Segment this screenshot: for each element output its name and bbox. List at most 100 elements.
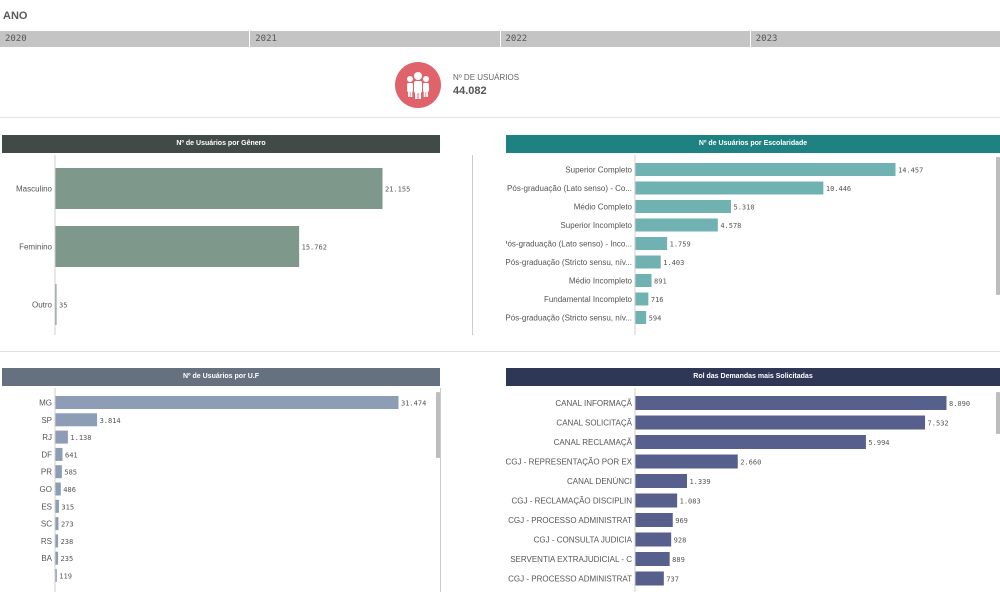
escolaridade-value-label: 10.446 (826, 185, 851, 193)
uf-value-label: 641 (65, 451, 78, 459)
uf-category-label: DF (41, 450, 52, 459)
uf-value-label: 119 (59, 573, 72, 581)
demandas-value-label: 1.083 (680, 498, 701, 506)
escolaridade-value-label: 5.310 (733, 204, 754, 212)
uf-category-label: MG (39, 399, 52, 408)
uf-category-label: RJ (42, 433, 52, 442)
demandas-category-label: SERVENTIA EXTRAJUDICIAL - C (510, 555, 632, 564)
demandas-value-label: 5.994 (868, 439, 889, 447)
genero-value-label: 21.155 (385, 186, 410, 194)
escolaridade-bar (635, 200, 731, 213)
escolaridade-bar (635, 311, 647, 324)
genero-category-label: Feminino (19, 243, 52, 252)
demandas-category-label: CANAL SOLICITAÇÃ (556, 419, 632, 428)
demandas-scrollbar[interactable] (996, 392, 1000, 434)
uf-bar (55, 482, 61, 496)
demandas-bar (635, 552, 670, 566)
genero-category-label: Outro (32, 301, 53, 310)
escolaridade-category-label: Pós-graduação (Lato senso) - Co... (507, 184, 632, 193)
uf-value-label: 238 (61, 538, 74, 546)
uf-category-label: PR (41, 468, 52, 477)
escolaridade-bar (635, 218, 718, 232)
year-option-2022[interactable]: 2022 (500, 31, 751, 47)
demandas-value-label: 737 (666, 576, 679, 584)
escolaridade-value-label: 14.457 (898, 167, 923, 175)
uf-bar (55, 465, 62, 479)
uf-value-label: 315 (61, 503, 74, 511)
uf-bar (55, 396, 399, 409)
uf-chart-title: Nº de Usuários por U.F (2, 368, 440, 386)
demandas-category-label: CGJ - RECLAMAÇÃO DISCIPLIN (512, 497, 633, 506)
demandas-bar (635, 474, 687, 488)
escolaridade-bar-chart: Superior Completo 14.457 Pós-graduação (La… (506, 155, 923, 335)
section-divider (0, 117, 1000, 118)
section-divider (0, 351, 1000, 352)
uf-bar (55, 534, 59, 548)
demandas-bar (635, 435, 866, 449)
escolaridade-value-label: 1.403 (663, 259, 684, 267)
demandas-bar (635, 396, 947, 410)
uf-bar (55, 447, 63, 461)
escolaridade-category-label: Médio Completo (574, 203, 633, 212)
demandas-value-label: 2.660 (740, 459, 761, 467)
demandas-category-label: CGJ - PROCESSO ADMINISTRAT (508, 575, 632, 584)
uf-bar (55, 413, 98, 427)
users-icon-graphic (407, 72, 429, 99)
users-icon (395, 62, 441, 108)
uf-category-label: RS (41, 537, 52, 546)
demandas-bar (635, 532, 672, 547)
escolaridade-bar (635, 292, 649, 306)
year-filter[interactable]: 2020 2021 2022 2023 (0, 31, 1000, 47)
uf-value-label: 585 (64, 469, 77, 477)
uf-category-label: BA (41, 554, 52, 563)
demandas-category-label: CGJ - PROCESSO ADMINISTRAT (508, 516, 632, 525)
demandas-category-label: CANAL DENÚNCI (567, 477, 632, 486)
panel-divider (440, 388, 441, 592)
uf-bar (55, 551, 59, 565)
kpi-value: 44.082 (453, 85, 487, 97)
escolaridade-category-label: Superior Incompleto (560, 221, 632, 230)
demandas-value-label: 969 (675, 517, 688, 525)
demandas-value-label: 1.339 (689, 478, 710, 486)
genero-bar (55, 284, 57, 325)
uf-bar-chart: MG 31.474 SP 3.814 RJ 1.138 DF 641 PR 585 GO 486 ES 3… (39, 388, 426, 592)
escolaridade-value-label: 4.578 (720, 222, 741, 230)
escolaridade-category-label: Pós-graduação (Lato senso) - Inco... (506, 240, 632, 249)
demandas-bar (635, 493, 678, 508)
demandas-value-label: 8.090 (949, 400, 970, 408)
genero-chart-title: Nº de Usuários por Gênero (2, 135, 440, 153)
escolaridade-scrollbar[interactable] (996, 157, 1000, 295)
escolaridade-bar (635, 181, 824, 195)
uf-bar (55, 430, 68, 444)
escolaridade-chart-title: Nº de Usuários por Escolaridade (506, 135, 1000, 153)
demandas-bar (635, 513, 673, 527)
uf-bar (55, 569, 57, 582)
escolaridade-category-label: Superior Completo (565, 166, 632, 175)
demandas-bar (635, 571, 664, 586)
genero-bar (55, 168, 383, 209)
uf-bar (55, 517, 59, 531)
uf-value-label: 235 (61, 555, 74, 563)
demandas-bar (635, 454, 738, 469)
escolaridade-value-label: 1.759 (670, 241, 691, 249)
uf-category-label: SP (41, 416, 52, 425)
escolaridade-value-label: 716 (651, 296, 664, 304)
demandas-category-label: CANAL INFORMAÇÃ (555, 399, 632, 408)
filter-title: ANO (3, 10, 28, 22)
year-option-2021[interactable]: 2021 (250, 31, 501, 47)
escolaridade-value-label: 594 (649, 315, 662, 323)
year-option-2023[interactable]: 2023 (750, 31, 1000, 47)
escolaridade-category-label: Médio Incompleto (569, 277, 633, 286)
escolaridade-category-label: Fundamental Incompleto (544, 295, 633, 304)
demandas-bar (635, 415, 926, 430)
uf-scrollbar[interactable] (436, 392, 440, 458)
escolaridade-bar (635, 255, 661, 269)
demandas-bar-chart: CANAL INFORMAÇÃ 8.090 CANAL SOLICITAÇÃ 7.53… (506, 388, 970, 592)
demandas-category-label: CANAL RECLAMAÇÃ (554, 438, 633, 447)
demandas-value-label: 928 (674, 537, 687, 545)
genero-category-label: Masculino (16, 185, 53, 194)
genero-value-label: 35 (59, 302, 67, 310)
year-option-2020[interactable]: 2020 (0, 31, 251, 47)
demandas-category-label: CGJ - REPRESENTAÇÃO POR EX (506, 458, 633, 467)
uf-value-label: 1.138 (70, 434, 91, 442)
